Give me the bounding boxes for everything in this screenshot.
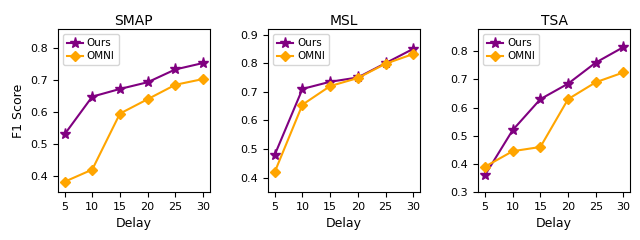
OMNI xyxy=(271,170,278,173)
OMNI xyxy=(354,77,362,79)
X-axis label: Delay: Delay xyxy=(536,217,572,230)
OMNI xyxy=(61,180,68,183)
Ours xyxy=(564,82,572,85)
Ours xyxy=(592,61,600,64)
Ours xyxy=(172,68,179,71)
Legend: Ours, OMNI: Ours, OMNI xyxy=(63,34,119,66)
OMNI xyxy=(410,53,417,55)
Ours xyxy=(509,129,516,132)
Ours xyxy=(88,95,96,98)
OMNI xyxy=(536,145,544,148)
OMNI xyxy=(326,85,334,88)
Line: Ours: Ours xyxy=(269,43,419,160)
Ours xyxy=(481,174,489,177)
Y-axis label: F1 Score: F1 Score xyxy=(12,83,24,138)
OMNI xyxy=(592,81,600,84)
Line: Ours: Ours xyxy=(59,58,209,140)
Title: MSL: MSL xyxy=(330,14,358,28)
Ours xyxy=(381,62,389,65)
OMNI xyxy=(144,98,152,101)
Ours xyxy=(271,153,278,156)
Ours xyxy=(410,48,417,50)
Title: TSA: TSA xyxy=(541,14,568,28)
Ours xyxy=(620,46,627,48)
Title: SMAP: SMAP xyxy=(115,14,153,28)
OMNI xyxy=(88,168,96,171)
OMNI xyxy=(381,62,389,65)
Legend: Ours, OMNI: Ours, OMNI xyxy=(483,34,540,66)
Ours xyxy=(299,88,307,90)
Ours xyxy=(354,76,362,79)
Line: OMNI: OMNI xyxy=(481,69,627,170)
Line: OMNI: OMNI xyxy=(61,76,207,185)
OMNI xyxy=(481,165,489,168)
X-axis label: Delay: Delay xyxy=(116,217,152,230)
Ours xyxy=(144,81,152,84)
Ours xyxy=(61,133,68,136)
Ours xyxy=(536,98,544,101)
Line: OMNI: OMNI xyxy=(271,51,417,175)
Legend: Ours, OMNI: Ours, OMNI xyxy=(273,34,329,66)
Ours xyxy=(116,88,124,90)
OMNI xyxy=(299,103,307,106)
OMNI xyxy=(172,83,179,86)
OMNI xyxy=(509,150,516,153)
Ours xyxy=(199,62,207,65)
OMNI xyxy=(116,112,124,115)
OMNI xyxy=(620,71,627,74)
OMNI xyxy=(564,98,572,101)
OMNI xyxy=(199,78,207,80)
Ours xyxy=(326,80,334,83)
X-axis label: Delay: Delay xyxy=(326,217,362,230)
Line: Ours: Ours xyxy=(479,42,629,181)
